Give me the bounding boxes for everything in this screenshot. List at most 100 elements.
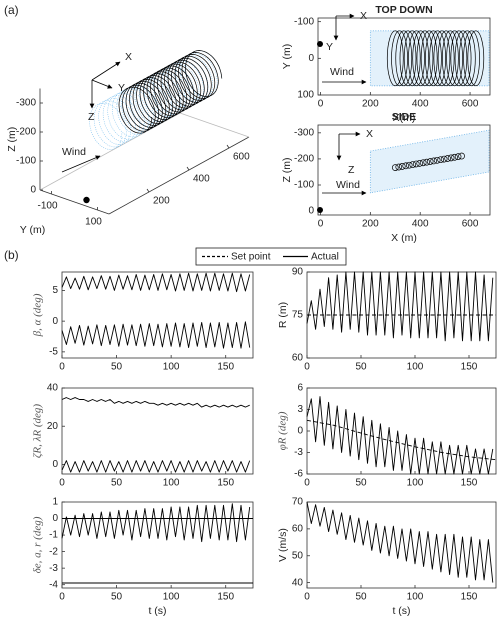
data-line — [61, 460, 251, 473]
y-axis-label: Y (m) — [20, 224, 45, 236]
y-tick-label: 6 — [297, 383, 303, 394]
data-line — [306, 396, 494, 475]
legend-box — [195, 247, 347, 266]
trajectory-loop — [454, 30, 472, 87]
x-tick-label: 600 — [233, 152, 250, 163]
plot-area — [61, 387, 254, 475]
y-tick-label: 60 — [292, 353, 304, 364]
y-tick-label: 0 — [297, 426, 303, 437]
y-tick-label: 20 — [47, 421, 59, 432]
trajectory-loop — [467, 30, 485, 87]
wind-arrow — [61, 155, 101, 173]
y-axis-label: β, α (deg) — [32, 293, 44, 337]
y-tick-label: 70 — [292, 497, 304, 508]
y-tick-label: 0 — [52, 513, 58, 524]
x-tick-label: 50 — [111, 362, 123, 373]
z-tick-label: -300 — [16, 98, 36, 109]
x-tick-label: 0 — [304, 478, 310, 489]
plot-area — [61, 501, 254, 589]
x-tick-label: 150 — [217, 478, 234, 489]
y-tick-label: -3 — [294, 447, 303, 458]
trajectory-loop — [433, 30, 451, 87]
x-tick — [186, 166, 190, 171]
x-tick-label: 0 — [59, 478, 65, 489]
y-tick-label: -3 — [49, 563, 58, 574]
x-tick-label: 0 — [304, 592, 310, 603]
x-tick-label: 150 — [461, 362, 478, 373]
y-tick-label: 75 — [292, 310, 304, 321]
x-tick-label: 100 — [407, 478, 424, 489]
origin-marker — [83, 196, 90, 204]
trajectory-loop — [399, 30, 417, 87]
y-tick-label: -4 — [49, 579, 58, 590]
x-tick-label: 150 — [217, 362, 234, 373]
y-axis-label: ζR, λR (deg) — [32, 404, 44, 458]
panel-label: (a) — [4, 3, 19, 17]
x-tick-label: 0 — [59, 592, 65, 603]
x-tick-label: 100 — [163, 362, 180, 373]
trajectory-loop — [463, 30, 480, 87]
y-axis-label: Y (m) — [281, 44, 293, 69]
x-axis — [108, 136, 250, 215]
y-axis-label: Z (m) — [281, 157, 293, 182]
trajectory-loop — [450, 30, 468, 87]
x-tick-label: 50 — [111, 592, 123, 603]
y-tick-label: -300 — [294, 127, 314, 138]
annotation: X — [366, 128, 373, 140]
x-tick-label: 50 — [111, 478, 123, 489]
y-tick-label: -2 — [49, 546, 58, 557]
y-tick-label: 0 — [308, 206, 314, 217]
chart-title: TOP DOWN — [375, 4, 432, 16]
annotation: Wind — [330, 66, 354, 78]
y-tick-label: -5 — [49, 346, 58, 357]
x-tick-label: 200 — [362, 219, 379, 230]
y-tick-label: 1 — [52, 497, 58, 508]
x-tick-label: 200 — [362, 99, 379, 110]
y-tick-label: -1 — [49, 530, 58, 541]
x-tick-label: 0 — [59, 362, 65, 373]
x-tick-label: 150 — [217, 592, 234, 603]
y-tick-label: 0 — [52, 316, 58, 327]
y-tick-label: 0 — [308, 53, 314, 64]
x-tick-label: 100 — [407, 362, 424, 373]
trajectory-loop — [395, 30, 413, 87]
trajectory-loop — [118, 50, 223, 134]
x-tick-label: 0 — [318, 99, 324, 110]
x-tick-label: 150 — [461, 592, 478, 603]
x-tick-label: 400 — [412, 219, 429, 230]
trajectory-loop — [420, 30, 438, 87]
axis-arrow — [91, 61, 121, 81]
x-axis-label: t (s) — [392, 605, 410, 617]
z-tick-label: -200 — [16, 127, 36, 138]
x-tick-label: 100 — [407, 592, 424, 603]
y-tick-label: -6 — [294, 469, 303, 480]
back-edge — [179, 112, 250, 138]
axis-arrow — [91, 79, 113, 89]
y-tick-label: 100 — [85, 217, 102, 228]
data-line — [61, 397, 250, 408]
data-line — [306, 271, 494, 342]
plot-area — [61, 271, 254, 359]
origin-marker — [317, 207, 323, 213]
trajectory-loop — [458, 30, 476, 87]
x-tick — [146, 188, 150, 193]
trajectory-loop — [446, 30, 463, 87]
y-tick-label: 0 — [52, 459, 58, 470]
x-tick-label: 600 — [462, 99, 479, 110]
trajectory-loop — [412, 30, 430, 87]
x-tick-label: 200 — [153, 196, 170, 207]
data-line — [61, 321, 251, 349]
y-tick-label: 50 — [292, 550, 304, 561]
data-line — [306, 501, 494, 583]
x-tick-label: 600 — [462, 219, 479, 230]
x-axis-label: X (m) — [391, 232, 417, 244]
panel-label: (b) — [4, 248, 19, 262]
y-tick-label: -200 — [294, 154, 314, 165]
y-tick-label: -100 — [37, 201, 57, 212]
origin-marker — [317, 41, 323, 47]
y-tick-label: 60 — [292, 524, 304, 535]
trajectory-loop — [416, 30, 434, 87]
z-tick-label: 0 — [30, 185, 36, 196]
y-axis-label: δe, a, r (deg) — [32, 516, 44, 573]
y-tick-label: 5 — [52, 285, 58, 296]
